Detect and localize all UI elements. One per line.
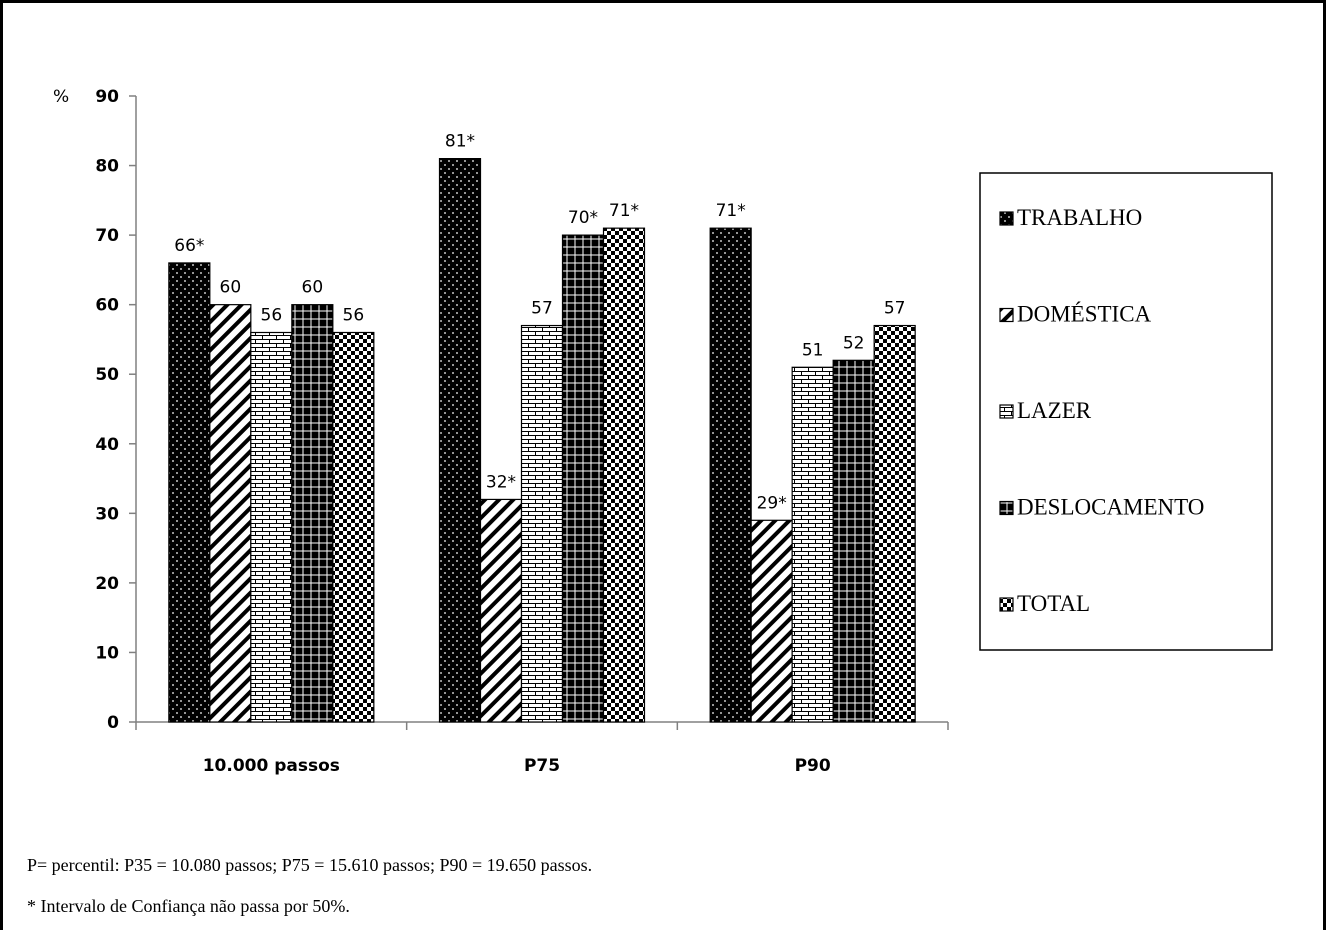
bar-brick [791,366,834,723]
y-tick-label: 70 [95,226,119,246]
legend-box [979,172,1273,651]
bar-dots [438,158,482,723]
data-label: 56 [343,305,365,325]
bar-dots [709,227,752,723]
legend-label: TRABALHO [1017,205,1142,230]
y-tick-label: 50 [95,365,119,385]
legend-swatch-brick [999,404,1014,419]
data-label: 70* [568,208,598,228]
legend: TRABALHO DOMÉSTICA LAZER DESLOCAMENTO TOTAL [979,172,1273,651]
x-category-label: P90 [795,756,831,776]
note-percentile: P= percentil: P35 = 10.080 passos; P75 =… [27,855,593,875]
data-label: 56 [261,305,283,325]
bar-chart: % 0 10 20 30 40 50 60 70 80 90 10.000 passos P75 P90… [53,87,1273,776]
bar-brick [520,324,564,723]
bar-checker [332,331,375,723]
bar-checker [873,324,916,723]
bar-dots [168,262,211,723]
y-tick-label: 90 [95,87,119,107]
data-labels: 66* 60 56 60 56 81* 32* 57 70* 71* 71* 29* 51 52 57 [174,132,905,514]
data-label: 71* [716,201,746,221]
legend-swatch-diagonal [999,307,1014,323]
bar-brick [250,331,293,723]
x-category-label: P75 [524,756,560,776]
legend-label: TOTAL [1017,591,1090,616]
note-confidence-interval: * Intervalo de Confiança não passa por 5… [27,896,350,916]
bar-checker [602,227,646,723]
data-label: 32* [486,472,516,492]
data-label: 51 [802,340,824,360]
legend-swatch-grid [999,500,1014,516]
data-label: 66* [174,236,204,256]
data-label: 57 [531,299,553,319]
data-label: 60 [302,278,324,298]
bar-diagonal [209,304,252,723]
data-label: 29* [757,493,787,513]
data-label: 57 [884,299,906,319]
y-tick-label: 10 [95,643,119,663]
bar-diagonal [479,498,523,723]
y-tick-label: 40 [95,435,119,455]
legend-swatch-checker [999,597,1014,612]
bar-diagonal [750,519,793,723]
y-tick-label: 80 [95,157,119,177]
y-axis-unit-label: % [53,87,69,107]
legend-label: DOMÉSTICA [1017,302,1152,327]
data-label: 71* [609,201,639,221]
y-tick-label: 60 [95,296,119,316]
data-label: 52 [843,333,865,353]
bars [168,158,916,723]
bar-grid [832,359,875,723]
legend-label: DESLOCAMENTO [1017,495,1204,520]
data-label: 81* [445,132,475,152]
data-label: 60 [220,278,242,298]
bar-grid [561,234,605,723]
y-tick-label: 20 [95,574,119,594]
y-tick-label: 0 [107,713,119,733]
legend-swatch-dots [999,211,1014,226]
y-tick-label: 30 [95,504,119,524]
bar-grid [291,304,334,723]
x-category-label: 10.000 passos [203,756,340,776]
legend-label: LAZER [1017,398,1092,423]
